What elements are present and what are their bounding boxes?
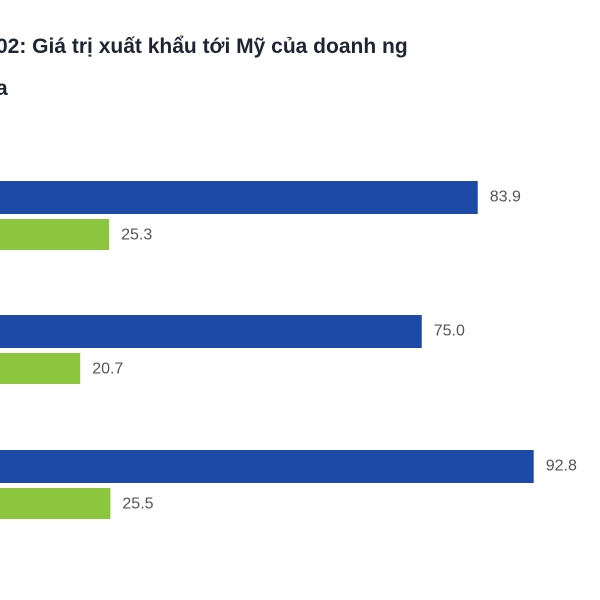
value-label: 20.7	[92, 361, 123, 378]
chart-title: 02: Giá trị xuất khẩu tới Mỹ của doanh n…	[0, 35, 408, 58]
bar	[0, 488, 111, 519]
chart-title: a	[0, 77, 8, 100]
value-label: 83.9	[490, 189, 521, 206]
bar	[0, 353, 81, 384]
bar	[0, 219, 110, 250]
value-label: 25.5	[122, 496, 153, 513]
value-label: 25.3	[121, 227, 152, 244]
value-label: 75.0	[434, 323, 465, 340]
bar	[0, 450, 534, 483]
value-label: 92.8	[546, 458, 577, 475]
bar	[0, 315, 422, 348]
bar	[0, 181, 478, 214]
